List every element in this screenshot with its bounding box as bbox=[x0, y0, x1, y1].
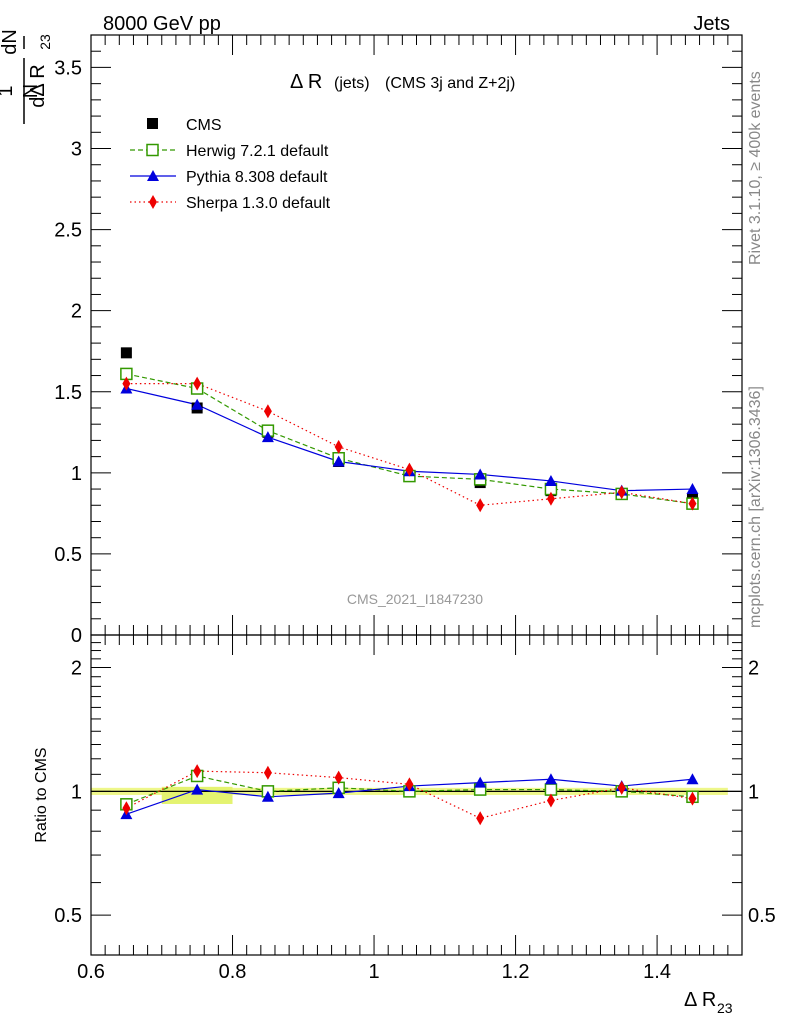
main-panel: 0 0.5 1 1.5 2 2.5 3 3.5 Δ R (jets) (CMS 3j and … bbox=[54, 34, 743, 647]
sherpa-markers bbox=[122, 764, 697, 826]
main-ylabel: 1 N dN dΔ R 23 bbox=[0, 29, 53, 124]
rivet-label: Rivet 3.1.10, ≥ 400k events bbox=[747, 71, 764, 265]
ratio-ytick-label-right: 1 bbox=[748, 781, 759, 803]
sherpa-point bbox=[546, 491, 555, 506]
watermark: CMS_2021_I1847230 bbox=[347, 591, 483, 607]
legend-cms-label: CMS bbox=[186, 117, 222, 134]
main-ytick-label: 3.5 bbox=[54, 57, 82, 79]
sherpa-point bbox=[688, 791, 697, 806]
ratio-ytick-labels: 0.5 0.5 1 1 2 2 bbox=[54, 658, 776, 928]
pythia-point bbox=[686, 483, 699, 495]
herwig-markers bbox=[120, 367, 699, 510]
ratio-ytick-label: 0.5 bbox=[54, 905, 82, 927]
legend-sherpa: Sherpa 1.3.0 default bbox=[130, 195, 331, 212]
pythia-point bbox=[332, 455, 345, 467]
sherpa-point bbox=[193, 376, 202, 391]
sherpa-point bbox=[405, 462, 414, 477]
pythia-point bbox=[544, 474, 557, 486]
sherpa-point bbox=[546, 793, 555, 808]
ratio-ytick-label-right: 0.5 bbox=[748, 905, 776, 927]
sherpa-point bbox=[122, 376, 131, 391]
ylabel-dDR: dΔ R bbox=[27, 64, 49, 107]
main-ytick-label: 3 bbox=[71, 139, 82, 161]
main-ytick-label: 0 bbox=[71, 625, 82, 647]
x-tick-label: 1.2 bbox=[502, 961, 530, 983]
legend-herwig: Herwig 7.2.1 default bbox=[130, 143, 329, 160]
herwig-point bbox=[544, 783, 558, 796]
pythia-point bbox=[474, 776, 487, 788]
sherpa-point bbox=[263, 765, 272, 780]
pythia-point bbox=[686, 773, 699, 785]
title-main: Δ R bbox=[290, 71, 322, 93]
herwig-line bbox=[126, 373, 693, 505]
ylabel-N: N bbox=[20, 84, 42, 98]
ylabel-dN: dN bbox=[0, 29, 21, 55]
legend-herwig-marker bbox=[146, 143, 159, 157]
main-ytick-labels: 0 0.5 1 1.5 2 2.5 3 3.5 bbox=[54, 57, 82, 647]
main-ytick-label: 1 bbox=[71, 463, 82, 485]
x-tick-label: 1.4 bbox=[643, 961, 671, 983]
pythia-point bbox=[544, 773, 557, 785]
ylabel-one: 1 bbox=[0, 85, 17, 96]
cms-point bbox=[120, 347, 132, 359]
sherpa-point bbox=[476, 498, 485, 513]
title-rest: (CMS 3j and Z+2j) bbox=[385, 75, 515, 92]
legend: CMS Herwig 7.2.1 default Pythia 8.308 de… bbox=[130, 117, 331, 212]
legend-pythia-marker bbox=[147, 170, 159, 181]
pythia-markers bbox=[120, 382, 699, 496]
mcplots-label: mcplots.cern.ch [arXiv:1306.3436] bbox=[747, 386, 764, 628]
sherpa-point bbox=[688, 496, 697, 511]
main-ytick-label: 1.5 bbox=[54, 382, 82, 404]
main-ytick-label: 2 bbox=[71, 301, 82, 323]
pythia-point bbox=[332, 787, 345, 799]
x-tick-label: 1 bbox=[368, 961, 379, 983]
x-tick-label: 0.8 bbox=[219, 961, 247, 983]
pythia-point bbox=[261, 790, 274, 802]
legend-cms: CMS bbox=[147, 117, 222, 134]
pythia-point bbox=[191, 398, 204, 410]
main-data bbox=[120, 347, 699, 513]
sherpa-point bbox=[405, 777, 414, 792]
pythia-point bbox=[261, 431, 274, 443]
ratio-ticks bbox=[90, 635, 743, 956]
sherpa-point bbox=[193, 764, 202, 779]
xlabel-main: Δ R bbox=[684, 989, 716, 1011]
pythia-point bbox=[191, 783, 204, 795]
ratio-ytick-label-right: 2 bbox=[748, 658, 759, 680]
xlabel-sub: 23 bbox=[717, 1000, 733, 1016]
x-tick-label: 0.6 bbox=[77, 961, 105, 983]
x-tick-labels: 0.6 0.8 1 1.2 1.4 bbox=[77, 961, 671, 983]
legend-pythia-label: Pythia 8.308 default bbox=[186, 169, 328, 186]
ratio-ytick-label: 2 bbox=[71, 658, 82, 680]
header-left: 8000 GeV pp bbox=[103, 13, 221, 35]
sherpa-point bbox=[334, 439, 343, 454]
ratio-ytick-label: 1 bbox=[71, 781, 82, 803]
legend-pythia: Pythia 8.308 default bbox=[130, 169, 328, 186]
main-ytick-label: 0.5 bbox=[54, 544, 82, 566]
ylabel-sub: 23 bbox=[37, 34, 53, 50]
sherpa-point bbox=[476, 811, 485, 826]
main-ticks bbox=[90, 34, 743, 636]
sherpa-point bbox=[617, 485, 626, 500]
ratio-data bbox=[120, 764, 699, 826]
header-right: Jets bbox=[693, 13, 730, 35]
main-title: Δ R (jets) (CMS 3j and Z+2j) bbox=[290, 71, 515, 93]
sherpa-point bbox=[617, 780, 626, 795]
legend-sherpa-marker bbox=[149, 195, 157, 209]
x-axis-label: Δ R 23 bbox=[684, 989, 733, 1016]
sherpa-point bbox=[122, 801, 131, 816]
ratio-ylabel: Ratio to CMS bbox=[33, 747, 50, 842]
legend-herwig-label: Herwig 7.2.1 default bbox=[186, 143, 329, 160]
main-ytick-label: 2.5 bbox=[54, 220, 82, 242]
pythia-point bbox=[474, 468, 487, 480]
sherpa-markers bbox=[122, 376, 697, 513]
title-small: (jets) bbox=[334, 75, 370, 92]
sherpa-point bbox=[334, 770, 343, 785]
ratio-panel: 0.5 0.5 1 1 2 2 0.6 0.8 1 1.2 1.4 Ratio to CMS Δ … bbox=[33, 634, 776, 1016]
legend-sherpa-label: Sherpa 1.3.0 default bbox=[186, 195, 331, 212]
sherpa-line bbox=[126, 383, 693, 506]
sherpa-point bbox=[263, 404, 272, 419]
legend-cms-marker bbox=[147, 118, 158, 129]
